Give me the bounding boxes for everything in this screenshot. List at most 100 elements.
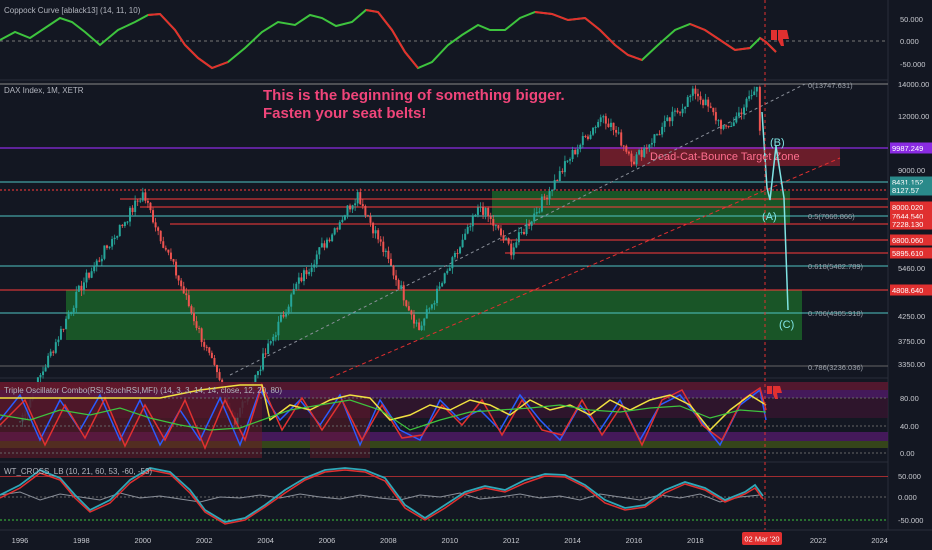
candle-body (640, 150, 643, 157)
candle-body (374, 230, 377, 234)
candle-body (369, 216, 372, 223)
candle-body (159, 230, 162, 242)
price-tick-label: 9000.00 (898, 166, 925, 175)
candle-body (389, 258, 392, 266)
candle-body (400, 285, 403, 290)
wt-upper-level (0, 476, 888, 477)
candle-body (533, 213, 536, 222)
candle-body (285, 313, 288, 317)
fib-label-0786: 0.786(3236.036) (808, 363, 864, 372)
candle-body (717, 120, 720, 122)
candle-body (471, 215, 474, 227)
candle-body (139, 200, 142, 202)
wt-cross-pane[interactable]: WT_CROSS_LB (10, 21, 60, 53, -60, -53) (0, 467, 888, 525)
candle-body (80, 285, 83, 291)
candle-body (72, 307, 75, 313)
price-tag-label: 7228.130 (892, 220, 923, 229)
candle-body (198, 327, 201, 329)
candle-body (418, 322, 421, 330)
oscillator-pane-title: Triple Oscillator Combo(RSI,StochRSI,MFI… (4, 386, 282, 395)
abc-projection-path (761, 111, 789, 311)
candle-body (126, 221, 129, 223)
candle-body (318, 247, 321, 255)
candle-body (377, 230, 380, 240)
candle-body (277, 321, 280, 336)
fib-label-0618: 0.618(5482.789) (808, 262, 864, 271)
price-pane[interactable]: Dead-Cat-Bounce Target Zone (B) (A) (0, 81, 888, 430)
price-tick-label: 14000.00 (898, 80, 929, 89)
candle-body (423, 318, 426, 326)
candle-body (47, 355, 50, 368)
candle-body (684, 106, 687, 109)
candle-body (461, 239, 464, 248)
candle-body (464, 233, 467, 240)
candle-body (436, 288, 439, 304)
candle-body (180, 280, 183, 287)
candle-body (622, 145, 625, 147)
triple-oscillator-pane[interactable]: Triple Oscillator Combo(RSI,StochRSI,MFI… (0, 382, 888, 458)
candle-body (333, 228, 336, 235)
headline-line-1: This is the beginning of something bigge… (263, 87, 565, 104)
wt-line-2 (0, 469, 764, 525)
candle-body (82, 282, 85, 291)
candle-body (494, 225, 497, 227)
candle-body (686, 97, 689, 107)
candle-body (190, 306, 193, 313)
candle-body (387, 250, 390, 259)
candle-body (192, 312, 195, 322)
candle-body (361, 204, 364, 207)
candle-body (100, 258, 103, 262)
osc-tick-label: 80.00 (900, 394, 919, 403)
candle-body (77, 285, 80, 292)
candlestick-series (19, 85, 761, 430)
candle-body (341, 219, 344, 223)
candle-body (656, 134, 659, 136)
price-axis[interactable]: 50.000 0.000 -50.000 14000.00 12000.00 9000.0… (890, 15, 932, 525)
candle-body (300, 277, 303, 282)
wt-histogram (0, 491, 761, 503)
candle-body (517, 232, 520, 243)
candle-body (643, 148, 646, 157)
candle-body (740, 112, 743, 115)
coppock-pane[interactable]: Coppock Curve [ablack13] (14, 11, 10) (0, 6, 888, 70)
candle-body (446, 270, 449, 274)
candle-body (336, 228, 339, 230)
candle-body (407, 306, 410, 311)
candle-body (105, 245, 108, 248)
candle-body (343, 215, 346, 220)
candle-body (725, 125, 728, 127)
candle-body (497, 225, 500, 229)
candle-body (262, 353, 265, 370)
coppock-curve-down-2 (365, 9, 419, 69)
candle-body (753, 91, 756, 96)
candle-body (633, 161, 635, 165)
candle-body (594, 127, 597, 129)
candle-body (108, 246, 111, 248)
time-tick-label: 2000 (134, 536, 151, 545)
candle-body (415, 322, 418, 324)
candle-body (57, 339, 60, 343)
time-tick-label: 2008 (380, 536, 397, 545)
candle-body (129, 207, 132, 222)
osc-tick-label: 40.00 (900, 422, 919, 431)
candle-body (551, 189, 554, 192)
candle-body (569, 159, 572, 161)
candle-body (625, 145, 628, 152)
candle-body (510, 243, 513, 256)
candle-body (722, 125, 725, 129)
price-tag-badge (890, 184, 932, 196)
candle-body (758, 86, 761, 131)
candle-body (609, 122, 612, 128)
candle-body (556, 180, 559, 182)
candle-body (520, 232, 523, 234)
time-tick-label: 2002 (196, 536, 213, 545)
price-tag-badge (890, 247, 932, 259)
candle-body (745, 98, 748, 108)
coppock-tick-label: 50.000 (900, 15, 923, 24)
candle-body (668, 117, 671, 122)
price-tick-label: 5460.00 (898, 264, 925, 273)
candle-body (676, 110, 679, 113)
candle-body (707, 99, 710, 107)
